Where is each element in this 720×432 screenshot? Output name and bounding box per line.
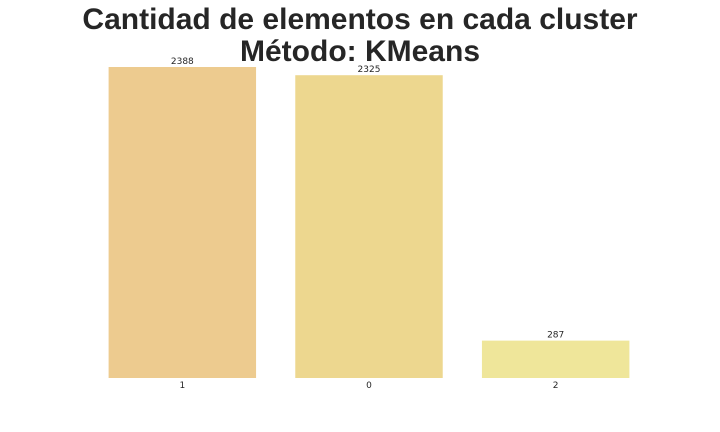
data-label-cluster-1: 2388 xyxy=(171,57,194,67)
bar-cluster-0 xyxy=(295,75,443,378)
x-tick-labels-layer: 1 0 2 xyxy=(179,381,558,391)
bar-cluster-2 xyxy=(481,340,630,378)
data-label-cluster-2: 287 xyxy=(547,331,564,341)
x-tick-label-2: 2 xyxy=(553,381,559,391)
x-tick-label-1: 1 xyxy=(179,381,185,391)
chart-title: Cantidad de elementos en cada cluster Mé… xyxy=(82,3,638,68)
x-tick-label-0: 0 xyxy=(366,381,372,391)
data-labels-layer: 2388 2325 287 xyxy=(171,57,564,341)
bar-cluster-1 xyxy=(108,67,257,378)
bars-layer xyxy=(108,67,630,378)
data-label-cluster-0: 2325 xyxy=(358,65,381,75)
